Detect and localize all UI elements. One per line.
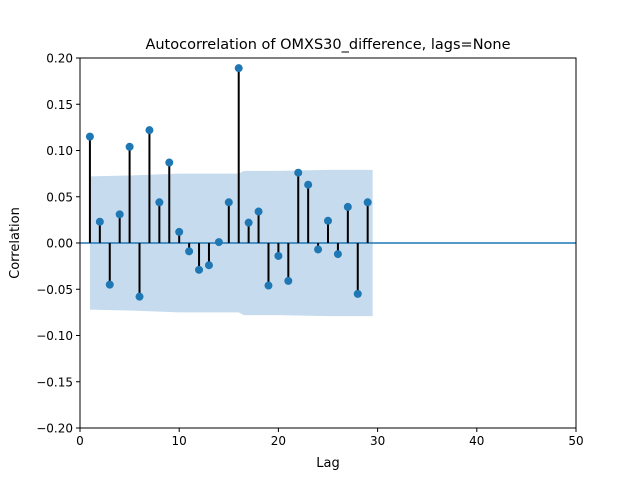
- y-tick-label: 0.05: [46, 190, 73, 204]
- markers: [85, 64, 372, 301]
- marker-lag-20: [274, 251, 283, 260]
- marker-lag-18: [254, 207, 263, 216]
- marker-lag-3: [105, 280, 114, 289]
- marker-lag-19: [264, 281, 273, 290]
- marker-lag-15: [224, 198, 233, 207]
- marker-lag-14: [214, 238, 223, 247]
- marker-lag-4: [115, 210, 124, 219]
- marker-lag-7: [145, 126, 154, 135]
- x-tick-label: 50: [568, 434, 583, 448]
- marker-lag-10: [175, 227, 184, 236]
- y-axis-ticks: −0.20 −0.15 −0.10 −0.05 0.00 0.05 0.10 0.15 0.20: [36, 52, 80, 436]
- marker-lag-12: [195, 265, 204, 274]
- y-tick-label: −0.15: [36, 375, 73, 389]
- y-tick-label: −0.10: [36, 329, 73, 343]
- marker-lag-26: [333, 250, 342, 259]
- marker-lag-27: [343, 202, 352, 211]
- y-tick-label: 0.00: [46, 237, 73, 251]
- y-tick-label: 0.20: [46, 52, 73, 66]
- marker-lag-16: [234, 64, 243, 73]
- marker-lag-24: [314, 245, 323, 254]
- marker-lag-9: [165, 158, 174, 167]
- marker-lag-23: [304, 180, 313, 189]
- marker-lag-29: [363, 198, 372, 207]
- marker-lag-13: [204, 261, 213, 270]
- marker-lag-11: [185, 247, 194, 256]
- y-tick-label: −0.20: [36, 422, 73, 436]
- marker-lag-1: [85, 132, 94, 141]
- x-tick-label: 10: [172, 434, 187, 448]
- chart-title: Autocorrelation of OMXS30_difference, la…: [145, 37, 510, 53]
- y-tick-label: −0.05: [36, 283, 73, 297]
- x-axis-ticks: 0 10 20 30 40 50: [76, 428, 584, 448]
- x-tick-label: 0: [76, 434, 84, 448]
- marker-lag-21: [284, 276, 293, 285]
- marker-lag-28: [353, 289, 362, 298]
- x-tick-label: 20: [271, 434, 286, 448]
- marker-lag-22: [294, 168, 303, 177]
- marker-lag-25: [324, 216, 332, 225]
- x-axis-label: Lag: [316, 456, 339, 471]
- stems: [88, 68, 369, 297]
- x-tick-label: 40: [469, 434, 484, 448]
- marker-lag-6: [135, 292, 144, 301]
- y-axis-label: Correlation: [8, 207, 23, 279]
- y-tick-label: 0.10: [46, 144, 73, 158]
- marker-lag-8: [155, 198, 164, 207]
- plot-area: [80, 64, 576, 317]
- marker-lag-5: [125, 142, 134, 151]
- marker-lag-17: [244, 218, 253, 227]
- marker-lag-2: [95, 217, 104, 226]
- x-tick-label: 30: [370, 434, 385, 448]
- y-tick-label: 0.15: [46, 98, 73, 112]
